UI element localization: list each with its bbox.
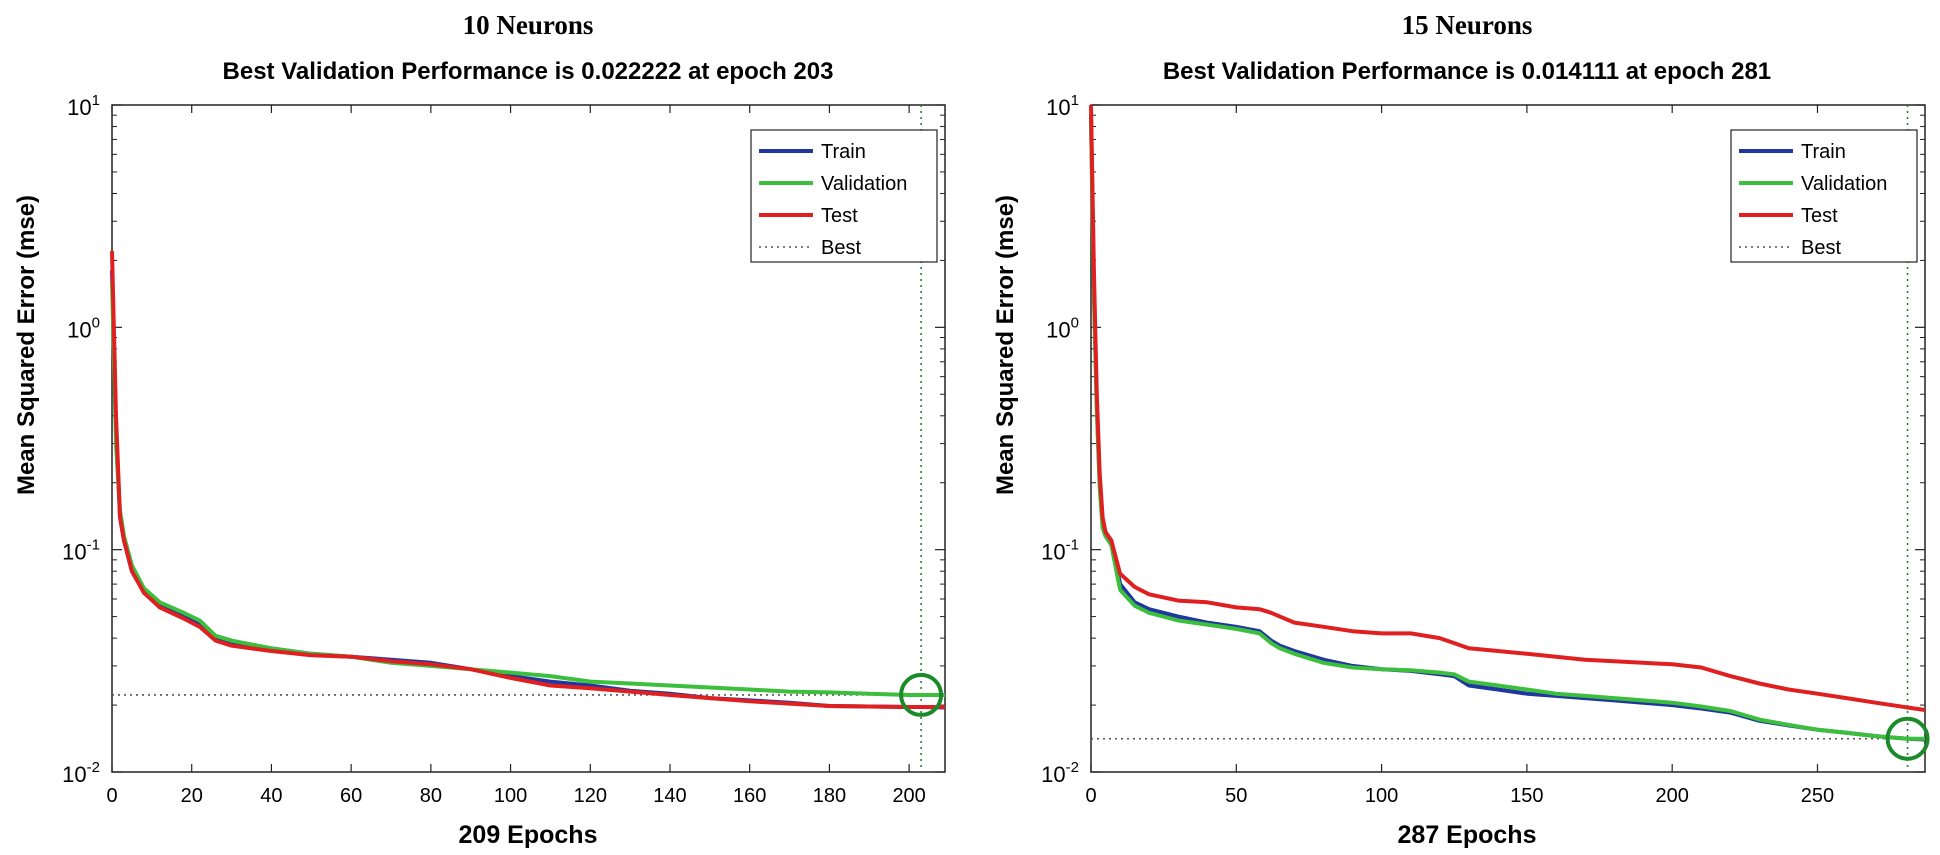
legend-label-best: Best — [1801, 237, 1841, 259]
x-tick-label: 140 — [653, 785, 686, 807]
chart-panel-15-neurons: 15 Neurons Best Validation Performance i… — [992, 10, 1930, 849]
x-tick-label: 180 — [813, 785, 846, 807]
y-axis-label: Mean Squared Error (mse) — [13, 195, 40, 495]
legend-label-validation: Validation — [821, 173, 907, 195]
best-marker — [899, 672, 944, 717]
legend-label-test: Test — [821, 205, 858, 227]
x-tick-label: 60 — [340, 785, 362, 807]
legend-label-validation: Validation — [1801, 173, 1887, 195]
x-tick-label: 20 — [181, 785, 203, 807]
y-tick-label: 100 — [1046, 314, 1079, 342]
legend-label-train: Train — [821, 141, 866, 163]
legend-label-best: Best — [821, 237, 861, 259]
chart-title: Best Validation Performance is 0.014111 … — [1163, 58, 1771, 85]
x-tick-label: 200 — [1655, 785, 1688, 807]
plot-area: 0 50 100 150 200 250 10-2 10-1 100 101 Train Valida… — [1041, 92, 1930, 807]
best-marker — [1885, 716, 1930, 761]
x-axis-label: 209 Epochs — [459, 821, 598, 849]
x-tick-label: 100 — [494, 785, 527, 807]
x-tick-label: 250 — [1801, 785, 1834, 807]
x-tick-label: 150 — [1510, 785, 1543, 807]
series-line-test — [1089, 104, 1926, 712]
series-line-test — [110, 251, 945, 709]
x-tick-label: 100 — [1365, 785, 1398, 807]
x-tick-label: 0 — [1085, 785, 1096, 807]
y-tick-label: 101 — [67, 92, 100, 120]
y-tick-label: 10-1 — [1041, 537, 1079, 565]
y-tick-label: 10-2 — [1041, 759, 1079, 787]
series-line-validation — [1089, 120, 1925, 741]
x-tick-label: 40 — [260, 785, 282, 807]
x-tick-label: 50 — [1225, 785, 1247, 807]
x-tick-label: 0 — [106, 785, 117, 807]
x-tick-label: 80 — [420, 785, 442, 807]
chart-heading: 15 Neurons — [1402, 10, 1533, 40]
chart-heading: 10 Neurons — [463, 10, 594, 40]
x-tick-label: 200 — [892, 785, 925, 807]
y-tick-label: 100 — [67, 314, 100, 342]
chart-panel-10-neurons: 10 Neurons Best Validation Performance i… — [13, 10, 946, 849]
y-tick-label: 101 — [1046, 92, 1079, 120]
y-axis-label: Mean Squared Error (mse) — [992, 195, 1019, 495]
x-tick-label: 160 — [733, 785, 766, 807]
legend: Train Validation Test Best — [1730, 129, 1918, 263]
legend-label-train: Train — [1801, 141, 1846, 163]
x-tick-label: 120 — [574, 785, 607, 807]
x-axis-label: 287 Epochs — [1398, 821, 1537, 849]
legend-label-test: Test — [1801, 205, 1838, 227]
chart-title: Best Validation Performance is 0.022222 … — [223, 58, 834, 85]
y-tick-label: 10-2 — [62, 759, 100, 787]
y-tick-label: 10-1 — [62, 537, 100, 565]
legend: Train Validation Test Best — [750, 129, 938, 263]
plot-area: 0 20 40 60 80 100 120 140 160 180 200 10-2 10-1 100 10… — [62, 92, 946, 807]
